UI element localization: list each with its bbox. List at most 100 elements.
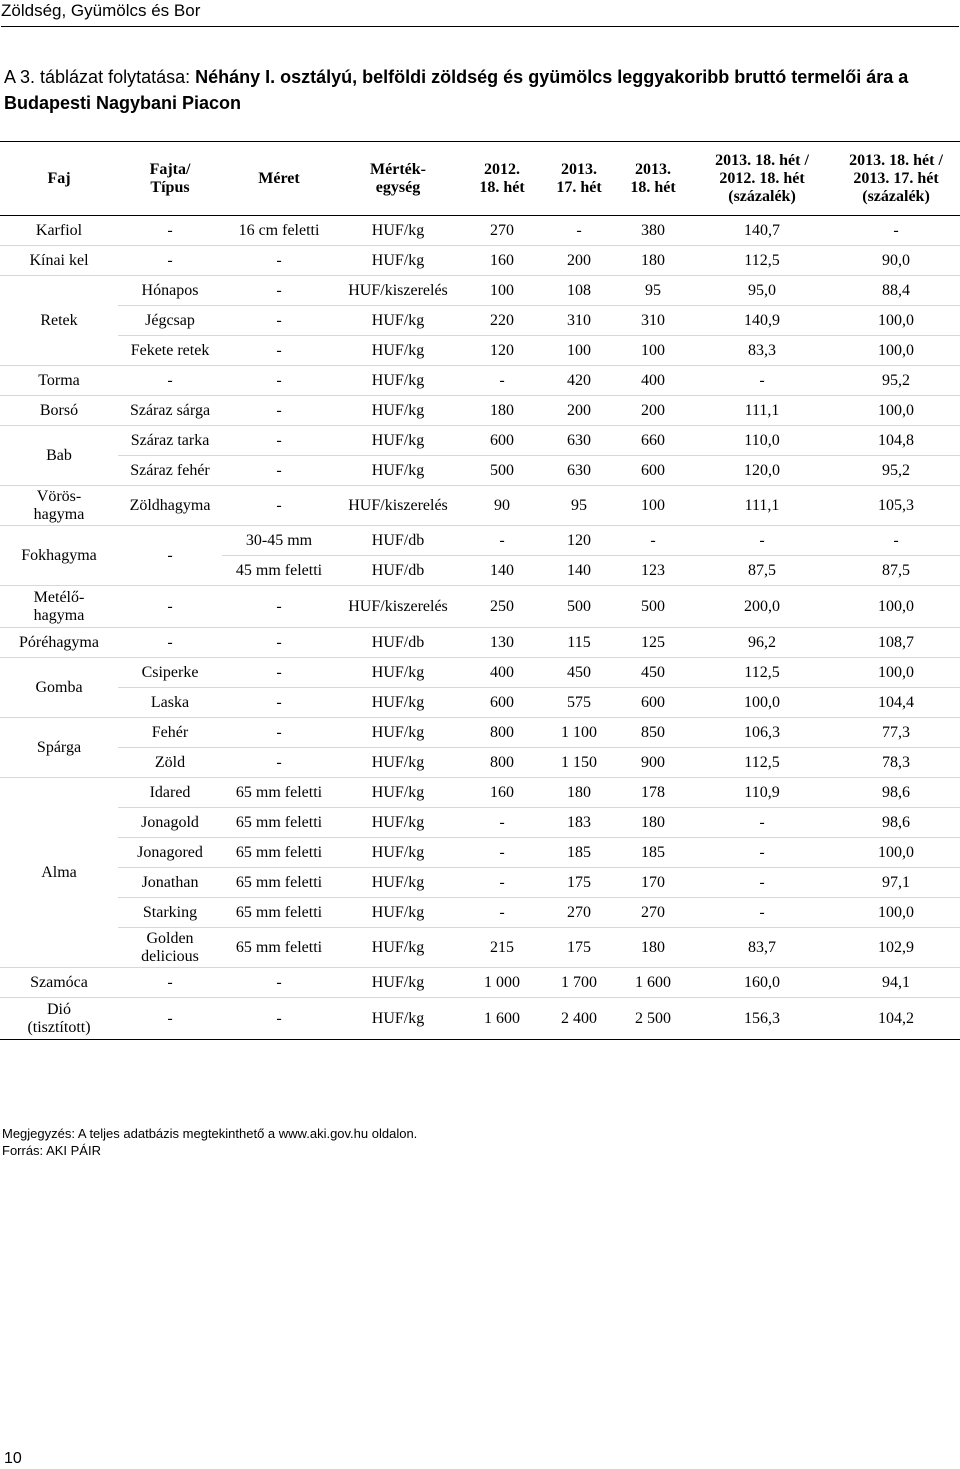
cell-p1: - xyxy=(692,365,832,396)
cell-unit: HUF/kg xyxy=(336,365,460,396)
cell-fajta: Idared xyxy=(118,777,222,808)
cell-p1: 110,0 xyxy=(692,425,832,456)
cell-p1: 160,0 xyxy=(692,967,832,998)
cell-faj: Bab xyxy=(0,425,118,486)
cell-p2: 95,2 xyxy=(832,455,960,486)
cell-v1: 180 xyxy=(460,395,544,426)
table-row: Fekete retek - HUF/kg 120 100 100 83,3 1… xyxy=(0,335,960,366)
table-row: Jonagored 65 mm feletti HUF/kg - 185 185… xyxy=(0,837,960,868)
cell-v1: 1 600 xyxy=(460,997,544,1040)
cell-unit: HUF/kg xyxy=(336,245,460,276)
cell-v2: 310 xyxy=(544,305,614,336)
cell-p1: 112,5 xyxy=(692,747,832,778)
cell-p2: - xyxy=(832,525,960,556)
cell-p1: 112,5 xyxy=(692,245,832,276)
cell-p2: 78,3 xyxy=(832,747,960,778)
cell-p2: 100,0 xyxy=(832,837,960,868)
cell-p1: 96,2 xyxy=(692,627,832,658)
cell-faj: Metélő-hagyma xyxy=(0,585,118,628)
cell-p2: 98,6 xyxy=(832,777,960,808)
cell-p1: - xyxy=(692,807,832,838)
cell-unit: HUF/kg xyxy=(336,777,460,808)
table-row: Gomba Csiperke - HUF/kg 400 450 450 112,… xyxy=(0,657,960,718)
cell-v3: 600 xyxy=(614,455,692,486)
cell-p1: 156,3 xyxy=(692,997,832,1040)
cell-v1: 130 xyxy=(460,627,544,658)
cell-v1: 1 000 xyxy=(460,967,544,998)
cell-v1: 140 xyxy=(460,555,544,586)
cell-p2: 105,3 xyxy=(832,485,960,526)
cell-fajta: Fekete retek xyxy=(118,335,222,366)
cell-p2: 100,0 xyxy=(832,335,960,366)
running-header: Zöldség, Gyümölcs és Bor xyxy=(1,0,959,27)
cell-v1: - xyxy=(460,897,544,928)
cell-meret: 30-45 mm xyxy=(222,525,336,556)
table-row: Fokhagyma - 30-45 mm HUF/db - 120 - - - xyxy=(0,525,960,586)
cell-v1: 800 xyxy=(460,747,544,778)
cell-unit: HUF/kg xyxy=(336,867,460,898)
header-change-wow: 2013. 18. hét /2013. 17. hét (százalék) xyxy=(832,141,960,216)
cell-unit: HUF/kg xyxy=(336,305,460,336)
cell-v1: 160 xyxy=(460,245,544,276)
cell-meret: - xyxy=(222,425,336,456)
table-row: Golden delicious 65 mm feletti HUF/kg 215… xyxy=(0,927,960,968)
cell-meret: 16 cm feletti xyxy=(222,215,336,246)
cell-v2: 200 xyxy=(544,395,614,426)
cell-p2: 102,9 xyxy=(832,927,960,968)
cell-v3: 180 xyxy=(614,245,692,276)
cell-v3: 1 600 xyxy=(614,967,692,998)
cell-unit: HUF/kg xyxy=(336,837,460,868)
cell-v1: 100 xyxy=(460,275,544,306)
cell-meret: 65 mm feletti xyxy=(222,927,336,968)
cell-meret: - xyxy=(222,305,336,336)
cell-p2: 100,0 xyxy=(832,585,960,628)
cell-meret: - xyxy=(222,365,336,396)
cell-fajta: Jégcsap xyxy=(118,305,222,336)
cell-faj: Torma xyxy=(0,365,118,396)
cell-meret: - xyxy=(222,717,336,748)
cell-unit: HUF/kiszerelés xyxy=(336,585,460,628)
table-row: Bab Száraz tarka - HUF/kg 600 630 660 11… xyxy=(0,425,960,486)
table-row: Jonagold 65 mm feletti HUF/kg - 183 180 … xyxy=(0,807,960,838)
cell-meret: - xyxy=(222,967,336,998)
cell-v2: 115 xyxy=(544,627,614,658)
table-row: Dió (tisztított) - - HUF/kg 1 600 2 400 2… xyxy=(0,997,960,1040)
table-row: Alma Idared 65 mm feletti HUF/kg 160 180… xyxy=(0,777,960,968)
cell-v3: 185 xyxy=(614,837,692,868)
cell-v2: 1 150 xyxy=(544,747,614,778)
cell-fajta: Jonagold xyxy=(118,807,222,838)
cell-v1: 600 xyxy=(460,687,544,718)
cell-p2: 90,0 xyxy=(832,245,960,276)
cell-faj: Retek xyxy=(0,275,118,366)
caption-prefix: A 3. táblázat folytatása: xyxy=(4,67,196,87)
header-meret: Méret xyxy=(222,141,336,216)
cell-p1: 100,0 xyxy=(692,687,832,718)
cell-p2: 100,0 xyxy=(832,305,960,336)
cell-unit: HUF/kg xyxy=(336,657,460,688)
cell-p2: 97,1 xyxy=(832,867,960,898)
cell-v1: - xyxy=(460,365,544,396)
cell-v2: 270 xyxy=(544,897,614,928)
cell-v3: 380 xyxy=(614,215,692,246)
cell-faj: Kínai kel xyxy=(0,245,118,276)
cell-faj: Karfiol xyxy=(0,215,118,246)
cell-p1: 95,0 xyxy=(692,275,832,306)
cell-fajta: - xyxy=(118,997,222,1040)
cell-v3: 178 xyxy=(614,777,692,808)
cell-meret: 65 mm feletti xyxy=(222,867,336,898)
cell-p2: 87,5 xyxy=(832,555,960,586)
cell-p1: - xyxy=(692,867,832,898)
cell-meret: - xyxy=(222,997,336,1040)
cell-v1: 400 xyxy=(460,657,544,688)
header-2013-w18: 2013. 18. hét xyxy=(614,141,692,216)
cell-v1: 220 xyxy=(460,305,544,336)
table-row: Laska - HUF/kg 600 575 600 100,0 104,4 xyxy=(0,687,960,718)
cell-v3: 180 xyxy=(614,927,692,968)
cell-p1: 120,0 xyxy=(692,455,832,486)
cell-v3: 400 xyxy=(614,365,692,396)
cell-fajta: - xyxy=(118,365,222,396)
cell-fajta: Száraz fehér xyxy=(118,455,222,486)
footnotes: Megjegyzés: A teljes adatbázis megtekint… xyxy=(2,1125,902,1159)
cell-v1: 800 xyxy=(460,717,544,748)
header-change-yoy: 2013. 18. hét /2012. 18. hét (százalék) xyxy=(692,141,832,216)
